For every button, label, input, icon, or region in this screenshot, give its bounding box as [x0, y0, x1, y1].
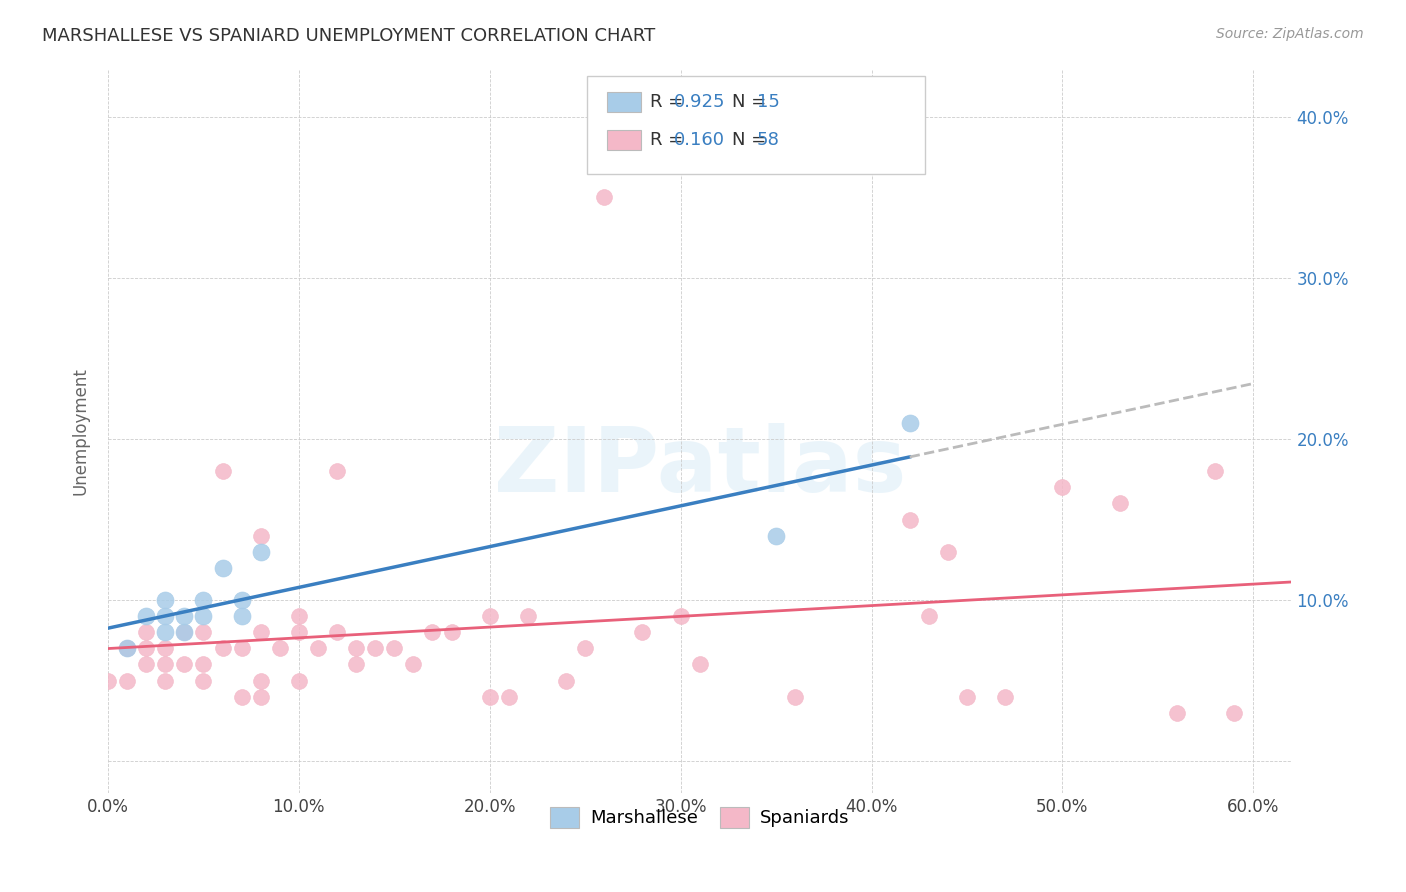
Point [193, 609, 215, 624]
FancyBboxPatch shape [588, 76, 925, 174]
Point [898, 416, 921, 430]
Text: Source: ZipAtlas.com: Source: ZipAtlas.com [1216, 27, 1364, 41]
Point [135, 625, 157, 640]
Point [344, 641, 367, 656]
Point [97, 673, 120, 688]
Text: R =: R = [650, 93, 689, 111]
Point [155, 609, 177, 624]
Text: 0.925: 0.925 [673, 93, 725, 111]
Point [193, 673, 215, 688]
Point [593, 190, 616, 204]
Point [231, 641, 253, 656]
Point [669, 609, 692, 624]
Point [249, 625, 271, 640]
Point [326, 625, 349, 640]
Point [936, 545, 959, 559]
Point [1166, 706, 1188, 720]
Legend: Marshallese, Spaniards: Marshallese, Spaniards [543, 800, 856, 835]
FancyBboxPatch shape [607, 130, 641, 151]
Point [402, 657, 425, 672]
Point [249, 528, 271, 542]
Text: 15: 15 [756, 93, 779, 111]
Point [689, 657, 711, 672]
Point [765, 528, 787, 542]
Point [155, 593, 177, 607]
Point [135, 609, 157, 624]
Point [994, 690, 1017, 704]
Text: N =: N = [731, 131, 772, 149]
Point [269, 641, 291, 656]
Point [115, 641, 138, 656]
Point [135, 641, 157, 656]
Point [344, 657, 367, 672]
Point [173, 657, 195, 672]
Point [155, 657, 177, 672]
FancyBboxPatch shape [607, 92, 641, 112]
Point [193, 593, 215, 607]
Point [1052, 480, 1074, 494]
Point [173, 625, 195, 640]
Text: MARSHALLESE VS SPANIARD UNEMPLOYMENT CORRELATION CHART: MARSHALLESE VS SPANIARD UNEMPLOYMENT COR… [42, 27, 655, 45]
Point [498, 690, 520, 704]
Point [956, 690, 979, 704]
Point [478, 609, 501, 624]
Point [631, 625, 654, 640]
Point [288, 625, 311, 640]
Point [155, 673, 177, 688]
Text: R =: R = [650, 131, 689, 149]
Point [115, 673, 138, 688]
Point [231, 593, 253, 607]
Point [135, 657, 157, 672]
Point [231, 690, 253, 704]
Point [193, 657, 215, 672]
Point [918, 609, 941, 624]
Point [422, 625, 444, 640]
Point [574, 641, 596, 656]
Point [785, 690, 807, 704]
Point [478, 690, 501, 704]
Point [115, 641, 138, 656]
Point [249, 545, 271, 559]
Point [193, 625, 215, 640]
Point [211, 464, 233, 478]
Point [288, 673, 311, 688]
Point [249, 690, 271, 704]
Point [898, 512, 921, 526]
Text: 58: 58 [756, 131, 779, 149]
Text: 0.160: 0.160 [673, 131, 724, 149]
Point [326, 464, 349, 478]
Point [1204, 464, 1226, 478]
Point [155, 641, 177, 656]
Y-axis label: Unemployment: Unemployment [72, 367, 89, 495]
Point [364, 641, 387, 656]
Point [1223, 706, 1246, 720]
Point [288, 609, 311, 624]
Point [211, 641, 233, 656]
Point [211, 561, 233, 575]
Point [231, 609, 253, 624]
Point [115, 641, 138, 656]
Point [382, 641, 405, 656]
Point [173, 609, 195, 624]
Point [155, 625, 177, 640]
Point [173, 625, 195, 640]
Point [555, 673, 578, 688]
Text: N =: N = [731, 93, 772, 111]
Point [1108, 496, 1130, 510]
Text: ZIPatlas: ZIPatlas [494, 423, 905, 511]
Point [516, 609, 538, 624]
Point [307, 641, 329, 656]
Point [440, 625, 463, 640]
Point [249, 673, 271, 688]
